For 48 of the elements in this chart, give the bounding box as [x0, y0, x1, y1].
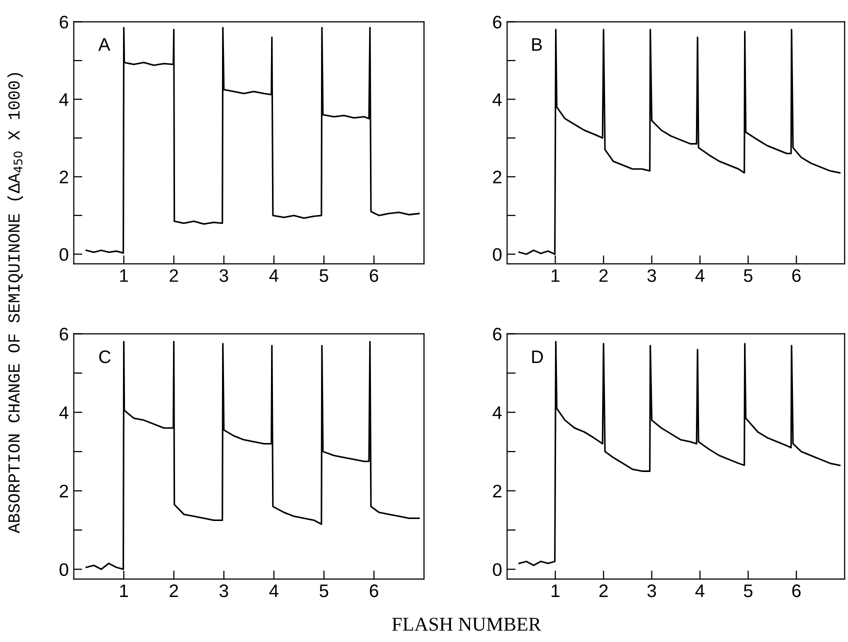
y-tick-label: 2: [60, 484, 68, 498]
x-tick-label: 4: [695, 584, 704, 598]
line-series: [518, 340, 841, 566]
y-tick-label: 0: [60, 563, 68, 576]
x-tick-label: 1: [552, 269, 560, 282]
y-tick-label: 6: [60, 328, 68, 341]
x-tick-label: 2: [599, 269, 608, 282]
y-tick-label: 0: [492, 563, 502, 576]
y-tick-label: 4: [59, 406, 68, 419]
x-tick-label: 3: [647, 584, 656, 598]
annotation: B: [532, 38, 542, 51]
x-tick-label: 1: [552, 584, 560, 598]
annotation: D: [532, 350, 543, 364]
y-tick-label: 0: [492, 248, 502, 261]
x-tick-label: 6: [792, 269, 801, 282]
x-axis-title: FLASH NUMBER: [392, 618, 542, 631]
x-tick-label: 3: [647, 269, 656, 282]
y-tick-label: 4: [59, 93, 68, 106]
y-tick-label: 2: [493, 170, 502, 184]
x-tick-label: 5: [320, 584, 328, 598]
x-tick-label: 2: [170, 584, 178, 598]
y-tick-label: 2: [493, 484, 502, 498]
line-series: [86, 26, 420, 254]
x-tick-label: 5: [744, 584, 752, 598]
x-tick-label: 1: [120, 269, 128, 282]
y-tick-label: 6: [493, 328, 502, 341]
y-tick-label: 0: [60, 248, 68, 261]
x-tick-label: 1: [120, 584, 128, 598]
y-axis-title: ABSORPTION CHANGE OF SEMIQUINONE (ΔA$_{450}$ X 1000): [7, 73, 23, 534]
y-tick-label: 2: [60, 170, 68, 184]
annotation: C: [99, 350, 111, 364]
x-tick-label: 2: [599, 584, 608, 598]
y-tick-label: 4: [492, 93, 502, 106]
x-tick-label: 6: [370, 584, 378, 598]
x-tick-label: 4: [695, 269, 704, 282]
x-tick-label: 4: [269, 269, 278, 282]
x-tick-label: 6: [370, 269, 378, 282]
y-tick-label: 4: [492, 406, 502, 419]
annotation: A: [98, 38, 110, 51]
y-tick-label: 6: [60, 16, 68, 29]
x-tick-label: 4: [269, 584, 278, 598]
x-tick-label: 3: [220, 584, 228, 598]
x-tick-label: 5: [744, 269, 752, 282]
x-tick-label: 3: [220, 269, 228, 282]
x-tick-label: 6: [792, 584, 801, 598]
y-tick-label: 6: [493, 16, 502, 29]
x-tick-label: 2: [170, 269, 178, 282]
x-tick-label: 5: [320, 269, 328, 282]
